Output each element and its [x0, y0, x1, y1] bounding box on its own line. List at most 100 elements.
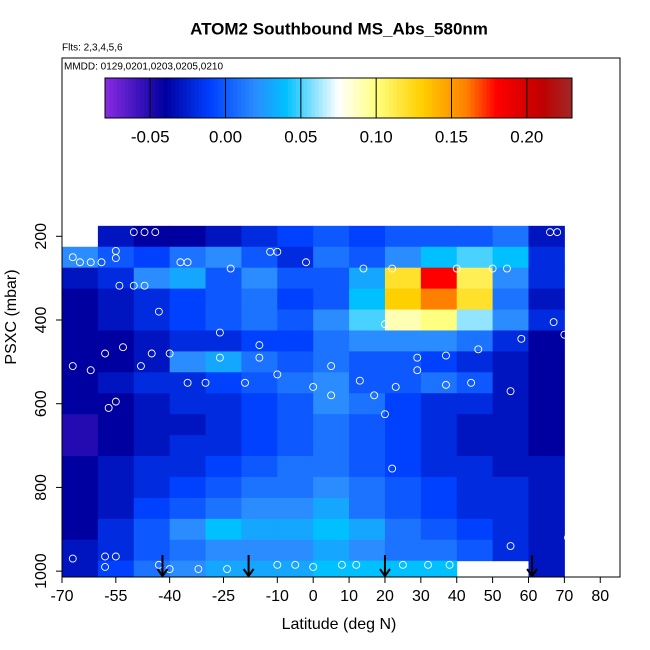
heatmap-cell	[277, 225, 314, 248]
heatmap-cell	[62, 288, 99, 311]
heatmap-cell	[205, 288, 242, 311]
heatmap-cell	[62, 518, 99, 541]
colorbar-segment	[342, 78, 347, 118]
heatmap-cell	[349, 372, 386, 394]
heatmap-cell	[97, 393, 135, 415]
heatmap-cell	[349, 393, 386, 415]
sample-point	[194, 565, 203, 573]
sample-point	[273, 560, 282, 569]
colorbar-segment	[280, 78, 285, 118]
heatmap-cell	[349, 560, 386, 577]
sample-point	[111, 397, 120, 406]
heatmap-cell	[62, 246, 99, 269]
heatmap-cell	[528, 414, 565, 436]
heatmap-cell	[277, 456, 314, 478]
heatmap-cell	[169, 351, 207, 373]
heatmap-cell	[277, 560, 314, 577]
heatmap-cell	[456, 288, 494, 311]
sample-point	[474, 345, 483, 354]
heatmap-cell	[420, 560, 458, 577]
colorbar-segment	[237, 78, 242, 118]
heatmap-cell	[456, 267, 494, 290]
sample-point	[273, 370, 282, 379]
heatmap-cell	[528, 267, 565, 290]
sample-point	[560, 330, 569, 339]
colorbar-segment	[365, 78, 371, 118]
heatmap-cell	[492, 225, 529, 248]
heatmap-cell	[97, 330, 135, 352]
heatmap-cell	[62, 497, 99, 520]
heatmap-cell	[349, 330, 386, 352]
colorbar-tick-label: 0.10	[360, 127, 393, 146]
sample-point	[309, 563, 318, 571]
sample-point	[413, 353, 422, 362]
sample-point	[215, 353, 224, 362]
sample-point	[151, 228, 160, 237]
colorbar-segment	[210, 78, 215, 118]
x-tick-label: -10	[266, 588, 289, 605]
sample-point	[97, 258, 106, 267]
heatmap-cell	[492, 539, 529, 562]
heatmap-cell	[169, 393, 207, 415]
colorbar-tick-label: 0.15	[435, 127, 468, 146]
heatmap-cell	[492, 351, 529, 373]
heatmap-cell	[62, 456, 99, 478]
sample-point	[442, 351, 450, 360]
colorbar-segment	[311, 78, 316, 118]
colorbar-segment	[159, 78, 164, 118]
colorbar-segment	[447, 78, 452, 118]
colorbar-segment	[346, 78, 351, 118]
arrow	[379, 555, 391, 578]
heatmap-cell	[277, 393, 314, 415]
colorbar-segment	[505, 78, 511, 118]
heatmap-cell	[97, 225, 135, 248]
heatmap-cell	[205, 518, 242, 541]
heatmap-cell	[492, 414, 529, 436]
heatmap-cell	[62, 393, 99, 415]
sample-point	[413, 366, 422, 375]
heatmap-cell	[420, 225, 458, 248]
colorbar-segment	[155, 78, 160, 118]
heatmap-cell	[349, 225, 386, 248]
heatmap-cell	[169, 267, 207, 290]
colorbar-segment	[525, 78, 530, 118]
heatmap-cell	[277, 351, 314, 373]
x-tick-label: 60	[520, 588, 538, 605]
annotation: MMDD: 0129,0201,0203,0205,0210	[64, 62, 223, 73]
colorbar-segment	[494, 78, 499, 118]
sample-point	[445, 560, 454, 569]
colorbar-segment	[221, 78, 227, 118]
heatmap-cell	[456, 497, 494, 520]
heatmap-cell	[241, 414, 278, 436]
heatmap-cell	[133, 372, 171, 394]
colorbar-segment	[533, 78, 538, 118]
heatmap	[62, 225, 572, 577]
colorbar-segment	[252, 78, 258, 118]
heatmap-cell	[241, 456, 278, 478]
heatmap-cell	[133, 351, 171, 373]
heatmap-cell	[97, 435, 135, 457]
heatmap-cell	[349, 497, 386, 520]
heatmap-cell	[349, 456, 386, 478]
heatmap-cell	[528, 456, 565, 478]
sample-point	[467, 378, 476, 387]
colorbar-segment	[178, 78, 184, 118]
heatmap-cell	[97, 414, 135, 436]
colorbar-segment	[334, 78, 339, 118]
y-tick-label: 800	[33, 474, 50, 501]
heatmap-cell	[349, 518, 386, 541]
colorbar-segment	[509, 78, 515, 118]
colorbar-segment	[128, 78, 133, 118]
x-tick-label: 80	[591, 588, 609, 605]
sample-point	[183, 258, 192, 267]
heatmap-cell	[97, 476, 135, 499]
sample-point	[506, 542, 515, 550]
sample-point	[241, 378, 249, 387]
heatmap-cell	[169, 518, 207, 541]
sample-point	[68, 554, 77, 563]
heatmap-cell	[528, 393, 565, 415]
sample-point	[111, 552, 120, 561]
sample-point	[549, 318, 558, 327]
x-tick-label: 40	[448, 588, 466, 605]
heatmap-cell	[313, 288, 350, 311]
